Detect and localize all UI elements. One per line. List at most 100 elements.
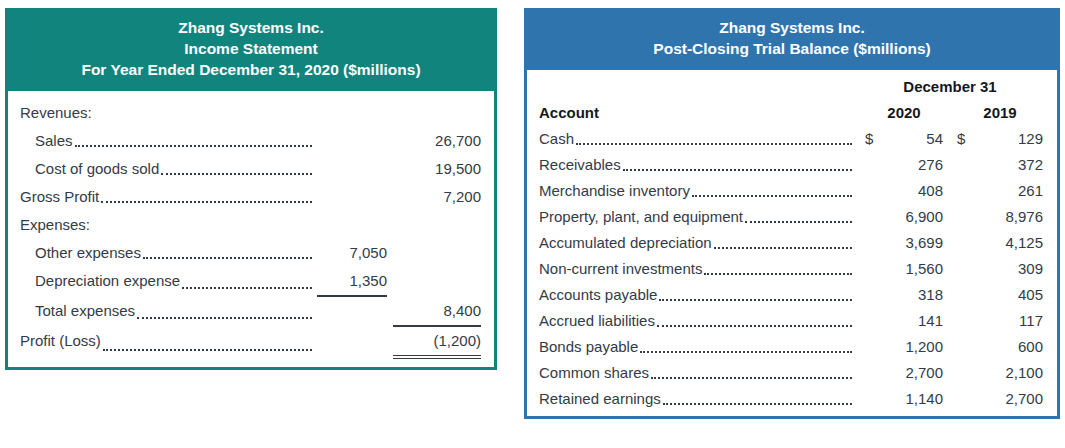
dot-leader [137, 297, 312, 319]
account-label: Bonds payable [539, 334, 638, 360]
dot-leader [103, 327, 312, 351]
amount-2020: $54 [865, 126, 943, 152]
account-label: Property, plant, and equipment [539, 204, 743, 230]
trial-balance-body: December 31 Account 2020 2019 Cash $54 $12… [524, 67, 1060, 419]
dot-leader [101, 183, 312, 203]
dot-leader [576, 126, 852, 145]
date-header-row: December 31 [539, 74, 1043, 100]
line-item-label: Total expenses [20, 297, 135, 327]
dot-leader [714, 230, 852, 249]
trial-balance-rows: Cash$54$129Receivables276372Merchandise … [539, 126, 1043, 412]
amount-subtotal-column [317, 127, 387, 155]
dot-leader [161, 155, 312, 175]
line-item-label: Profit (Loss) [20, 327, 101, 359]
income-statement-row: Gross Profit7,200 [20, 183, 481, 211]
company-name: Zhang Systems Inc. [11, 17, 491, 38]
account-label: Accumulated depreciation [539, 230, 712, 256]
company-name: Zhang Systems Inc. [530, 17, 1054, 38]
amount-subtotal-column [317, 155, 387, 183]
statement-period: For Year Ended December 31, 2020 ($milli… [11, 59, 491, 80]
account-label: Accounts payable [539, 282, 657, 308]
currency-symbol: $ [957, 126, 965, 152]
amount-2019: 4,125 [957, 230, 1043, 256]
amount-subtotal-column [317, 297, 387, 327]
trial-balance-row: Property, plant, and equipment6,9008,976 [539, 204, 1043, 230]
spacer [90, 211, 317, 239]
income-statement-header: Zhang Systems Inc. Income Statement For … [5, 8, 497, 88]
amount-2019: 2,700 [957, 386, 1043, 412]
amount-total-column: (1,200) [393, 327, 481, 359]
amount-2020: 141 [865, 308, 943, 334]
income-statement-row: Other expenses7,050 [20, 239, 481, 267]
trial-balance-table: Zhang Systems Inc. Post-Closing Trial Ba… [524, 8, 1060, 419]
trial-balance-row: Non-current investments1,560309 [539, 256, 1043, 282]
amount-total-column: 26,700 [393, 127, 481, 155]
dot-leader [657, 308, 852, 327]
income-statement-row: Profit (Loss) (1,200) [20, 327, 481, 359]
column-header-2020: 2020 [865, 100, 943, 126]
income-statement-row: Total expenses 8,400 [20, 297, 481, 327]
dot-leader [745, 204, 852, 223]
amount-2020: 2,700 [865, 360, 943, 386]
column-header-2019: 2019 [957, 100, 1043, 126]
amount-2019: 117 [957, 308, 1043, 334]
currency-symbol: $ [865, 126, 873, 152]
amount-subtotal-column [317, 327, 387, 359]
line-item-label: Revenues: [20, 99, 92, 127]
amount-2020: 1,560 [865, 256, 943, 282]
amount-2020: 408 [865, 178, 943, 204]
dot-leader [623, 152, 852, 171]
amount-2020: 3,699 [865, 230, 943, 256]
amount-2019: 405 [957, 282, 1043, 308]
trial-balance-row: Accumulated depreciation 3,699 4,125 [539, 230, 1043, 256]
amount-2019: 2,100 [957, 360, 1043, 386]
amount-2019: 600 [957, 334, 1043, 360]
income-statement-row: Cost of goods sold 19,500 [20, 155, 481, 183]
income-statement-row: Sales 26,700 [20, 127, 481, 155]
column-header-account: Account [539, 100, 599, 126]
spacer [599, 100, 857, 126]
amount-total-column [393, 211, 481, 239]
amount-2020: 1,200 [865, 334, 943, 360]
amount-2019: 372 [957, 152, 1043, 178]
line-item-label: Cost of goods sold [20, 155, 159, 183]
trial-balance-row: Cash $54 $129 [539, 126, 1043, 152]
account-label: Retained earnings [539, 386, 661, 412]
dot-leader [640, 334, 852, 353]
income-statement-row: Depreciation expense 1,350 [20, 267, 481, 297]
dot-leader [663, 386, 852, 405]
line-item-label: Gross Profit [20, 183, 99, 211]
dot-leader [75, 127, 312, 147]
income-statement-body: Revenues:Sales 26,700 Cost of goods sold 19… [5, 88, 497, 370]
trial-balance-row: Receivables276372 [539, 152, 1043, 178]
page: Zhang Systems Inc. Income Statement For … [0, 0, 1065, 448]
amount-total-column [393, 239, 481, 267]
amount-total-column: 8,400 [393, 297, 481, 327]
line-item-label: Expenses: [20, 211, 90, 239]
line-item-label: Depreciation expense [20, 267, 180, 297]
amount-2019: 309 [957, 256, 1043, 282]
amount-subtotal-column: 1,350 [317, 267, 387, 297]
dot-leader [651, 360, 852, 379]
trial-balance-header: Zhang Systems Inc. Post-Closing Trial Ba… [524, 8, 1060, 67]
amount-2019: $129 [957, 126, 1043, 152]
trial-balance-row: Accounts payable 318 405 [539, 282, 1043, 308]
trial-balance-row: Bonds payable 1,200 600 [539, 334, 1043, 360]
statement-title: Income Statement [11, 38, 491, 59]
account-label: Cash [539, 126, 574, 152]
amount-subtotal-column: 7,050 [317, 239, 387, 267]
line-item-label: Sales [20, 127, 73, 155]
dot-leader [659, 282, 852, 301]
amount-2020: 318 [865, 282, 943, 308]
amount-2020: 276 [865, 152, 943, 178]
amount-2019: 8,976 [957, 204, 1043, 230]
date-header: December 31 [857, 74, 1043, 100]
income-statement-table: Zhang Systems Inc. Income Statement For … [5, 8, 497, 370]
amount-total-column: 19,500 [393, 155, 481, 183]
account-label: Accrued liabilities [539, 308, 655, 334]
trial-balance-row: Accrued liabilities 141 117 [539, 308, 1043, 334]
trial-balance-row: Common shares2,7002,100 [539, 360, 1043, 386]
amount-2019: 261 [957, 178, 1043, 204]
dot-leader [182, 267, 312, 289]
spacer [92, 99, 317, 127]
